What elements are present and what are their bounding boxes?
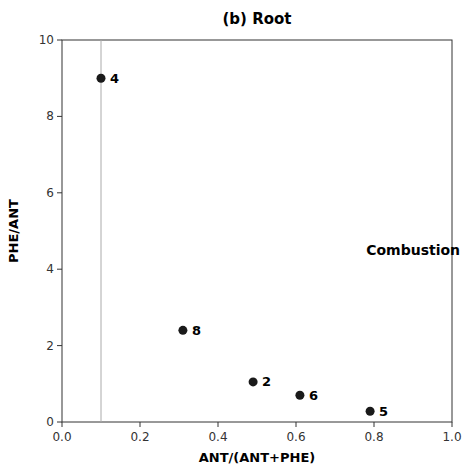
annotation: Combustion: [366, 242, 460, 258]
y-tick: [57, 40, 62, 41]
point: [249, 377, 258, 386]
y-tick: [57, 269, 62, 270]
y-tick-label: 10: [39, 33, 54, 47]
point-label: 5: [379, 404, 388, 419]
x-tick: [296, 422, 297, 427]
reference-line: [101, 40, 102, 422]
point-label: 8: [192, 323, 201, 338]
plot-frame: [62, 40, 452, 422]
x-tick-label: 1.0: [442, 430, 461, 444]
x-tick: [140, 422, 141, 427]
point: [366, 407, 375, 416]
y-tick-label: 2: [46, 339, 54, 353]
y-tick-label: 4: [46, 262, 54, 276]
x-tick-label: 0.0: [52, 430, 71, 444]
y-tick-label: 6: [46, 186, 54, 200]
point: [295, 391, 304, 400]
y-axis-label: PHE/ANT: [6, 199, 21, 263]
point-label: 6: [309, 388, 318, 403]
x-tick: [62, 422, 63, 427]
y-tick-label: 0: [46, 415, 54, 429]
point: [178, 326, 187, 335]
plot-area: [97, 40, 375, 422]
x-tick-label: 0.6: [286, 430, 305, 444]
y-tick: [57, 345, 62, 346]
chart: (b) Root 0.0 0.2 0.4 0.6 0.8 1.0 0 2 4 6 8 10 ANT/(AN…: [0, 0, 474, 474]
y-tick: [57, 116, 62, 117]
point-label: 2: [262, 374, 271, 389]
x-tick-label: 0.8: [364, 430, 383, 444]
x-tick: [218, 422, 219, 427]
x-tick: [452, 422, 453, 427]
x-tick-label: 0.2: [130, 430, 149, 444]
x-tick: [374, 422, 375, 427]
y-tick: [57, 422, 62, 423]
x-tick-label: 0.4: [208, 430, 227, 444]
x-axis-label: ANT/(ANT+PHE): [199, 450, 315, 465]
title: (b) Root: [222, 10, 291, 28]
y-tick-label: 8: [46, 109, 54, 123]
point-label: 4: [110, 71, 119, 86]
y-tick: [57, 192, 62, 193]
point: [97, 74, 106, 83]
